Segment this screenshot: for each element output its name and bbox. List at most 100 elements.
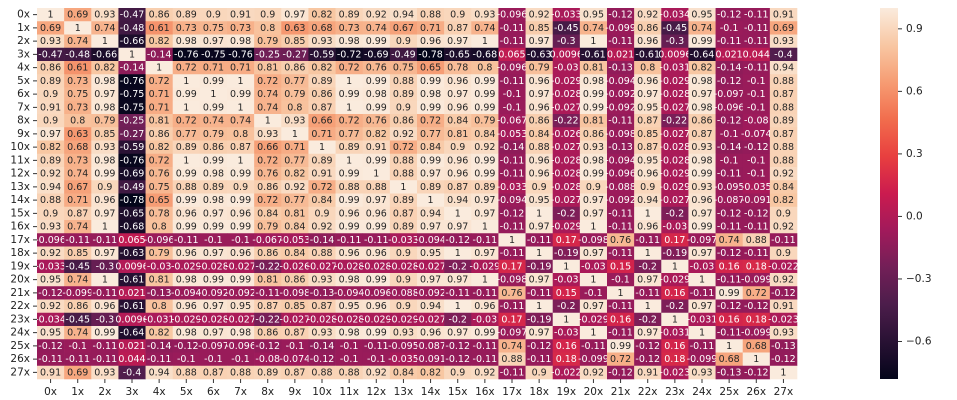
cell-label: 0.91 <box>773 10 794 21</box>
cell-label: 0.88 <box>529 142 550 153</box>
cell-label: 0.9 <box>43 116 58 127</box>
heat-cell <box>37 140 65 155</box>
cell-label: 0.86 <box>257 248 278 259</box>
heat-cell <box>688 365 716 380</box>
cell-label: -0.11 <box>174 235 199 246</box>
cell-label: 0.97 <box>420 222 441 233</box>
heat-cell <box>525 21 554 35</box>
heat-cell <box>64 87 92 102</box>
cell-label: 0.87 <box>447 182 468 193</box>
x-tick-label: 0x <box>44 386 57 398</box>
heat-cell <box>335 233 364 247</box>
heat-cell <box>91 365 119 380</box>
heat-cell <box>661 259 689 274</box>
heat-cell <box>281 233 309 247</box>
heat-cell <box>769 87 798 102</box>
cell-label: -0.45 <box>554 23 579 34</box>
heat-cell <box>64 47 92 62</box>
heat-cell <box>552 153 581 168</box>
cell-label: -0.03 <box>554 63 579 74</box>
heat-cell <box>688 47 716 62</box>
cell-label: 0.0096 <box>658 49 691 60</box>
heat-cell <box>498 153 526 168</box>
cell-label: 0.74 <box>94 23 115 34</box>
cell-label: -0.1 <box>367 354 386 365</box>
cell-label: 0.72 <box>393 142 414 153</box>
cell-label: -0.11 <box>65 235 90 246</box>
cell-label: 0.92 <box>366 367 387 378</box>
cell-label: 0.044 <box>118 354 145 365</box>
heat-cell <box>444 153 472 168</box>
cell-label: -0.11 <box>527 354 552 365</box>
heat-cell <box>227 127 255 141</box>
cell-label: -0.1 <box>747 102 766 113</box>
heat-cell <box>688 299 716 314</box>
cell-label: 0.98 <box>339 328 360 339</box>
cell-label: -0.11 <box>364 235 389 246</box>
heat-cell <box>362 167 391 181</box>
cell-label: 0.93 <box>583 142 604 153</box>
cell-label: -0.12 <box>174 341 199 352</box>
cell-label: 1 <box>536 248 542 259</box>
heat-cell <box>444 220 472 234</box>
cell-label: 0.93 <box>691 367 712 378</box>
cell-label: 0.74 <box>501 341 522 352</box>
heat-cell <box>172 193 201 208</box>
cell-label: -0.4 <box>123 367 142 378</box>
heat-cell <box>525 206 554 221</box>
heat-cell <box>417 100 445 115</box>
heat-cell <box>64 299 92 314</box>
heat-cell <box>688 326 716 340</box>
cell-label: 0.96 <box>366 208 387 219</box>
x-tick-label: 7x <box>234 386 247 398</box>
cell-label: 1 <box>102 275 108 286</box>
heat-cell <box>362 8 391 22</box>
heat-cell <box>308 339 336 353</box>
heat-cell <box>417 127 445 141</box>
heat-cell <box>661 21 689 35</box>
cell-label: 0.86 <box>284 63 305 74</box>
heat-cell <box>145 312 174 327</box>
cell-label: 0.92 <box>40 248 61 259</box>
cell-label: -0.14 <box>500 142 525 153</box>
cell-label: 0.84 <box>420 142 441 153</box>
cell-label: -0.48 <box>65 49 90 60</box>
heat-cell <box>281 34 309 49</box>
heat-cell <box>742 259 771 274</box>
heat-cell <box>688 127 716 141</box>
heat-cell <box>634 246 662 261</box>
cell-label: -0.3 <box>96 261 115 272</box>
heat-cell <box>199 339 228 353</box>
cell-label: 0.75 <box>393 63 414 74</box>
cell-label: 0.99 <box>474 102 495 113</box>
cell-label: -0.12 <box>527 341 552 352</box>
heat-cell <box>64 193 92 208</box>
cell-label: 0.18 <box>746 314 767 325</box>
cell-label: 0.9 <box>396 36 411 47</box>
cell-label: 1 <box>509 235 515 246</box>
cell-label: 0.97 <box>94 208 115 219</box>
heat-cell <box>661 286 689 300</box>
heat-cell <box>444 286 472 300</box>
heat-cell <box>37 100 65 115</box>
heat-cell <box>199 74 228 88</box>
heat-cell <box>389 8 418 22</box>
cell-label: 0.71 <box>230 63 251 74</box>
cell-label: 0.67 <box>67 182 88 193</box>
heat-cell <box>769 34 798 49</box>
cell-label: 0.95 <box>40 275 61 286</box>
cell-label: 1 <box>183 155 189 166</box>
heat-cell <box>172 61 201 75</box>
heat-cell <box>525 87 554 102</box>
x-tick-label: 5x <box>180 386 193 398</box>
x-tick-label: 14x <box>421 386 441 398</box>
heat-cell <box>471 87 499 102</box>
cell-label: 0.74 <box>366 23 387 34</box>
heat-cell <box>389 273 418 287</box>
heat-cell <box>715 220 744 234</box>
heat-cell <box>634 180 662 194</box>
cell-label: -0.47 <box>38 49 63 60</box>
cell-label: 0.15 <box>556 288 577 299</box>
cell-label: -0.76 <box>120 76 145 87</box>
